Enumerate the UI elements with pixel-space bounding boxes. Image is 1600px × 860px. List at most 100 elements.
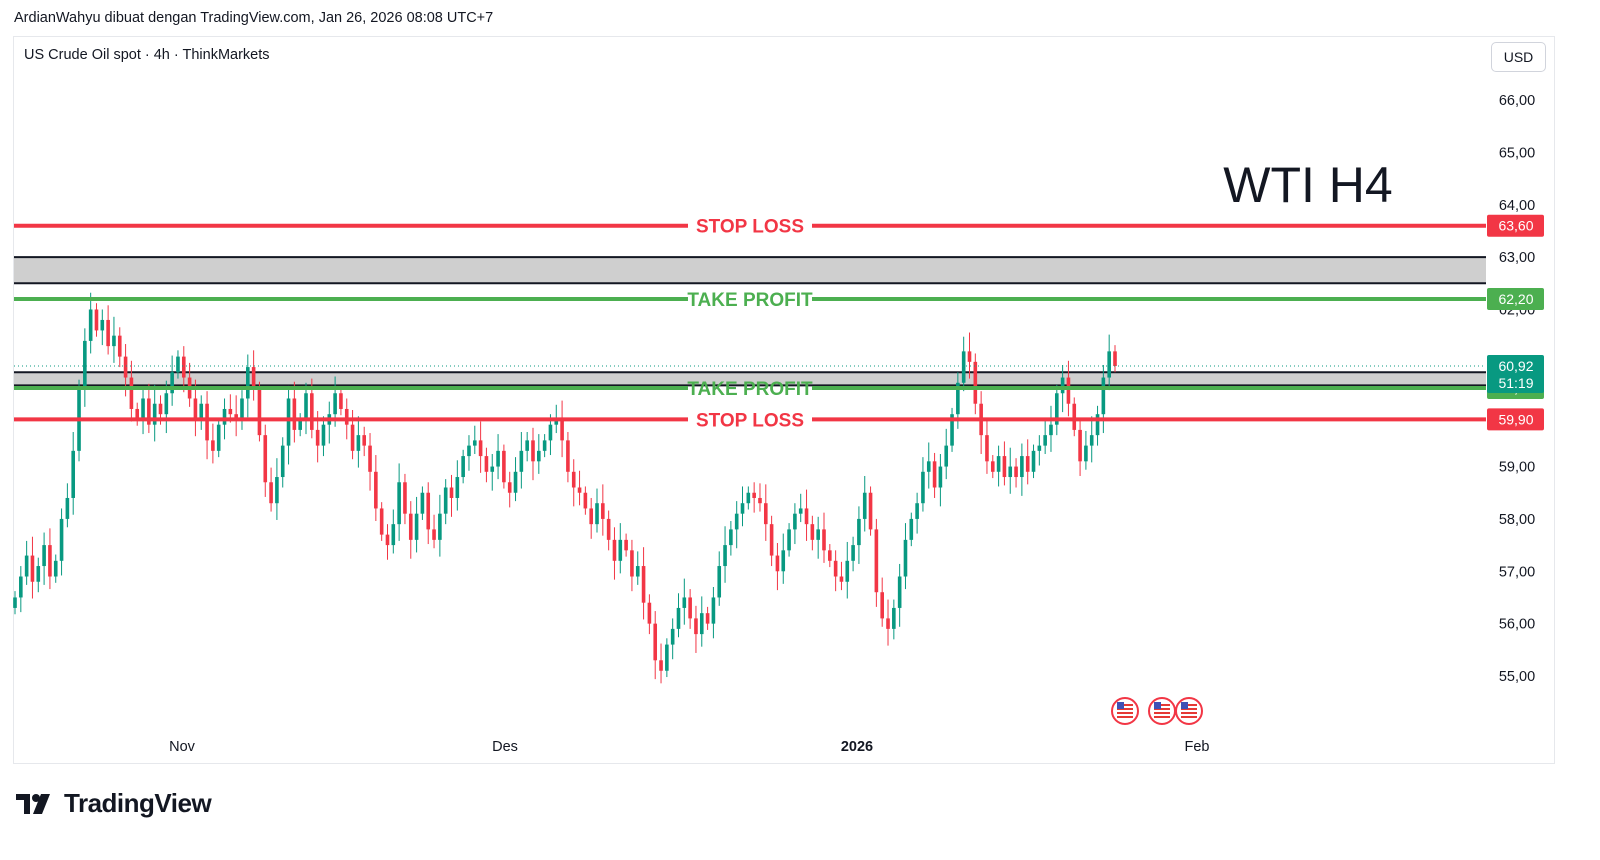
candle-body: [734, 513, 739, 530]
candle-body: [112, 335, 116, 347]
candle-body: [816, 529, 820, 540]
candle: [478, 421, 483, 473]
candle-body: [397, 482, 401, 525]
candle-body: [659, 660, 663, 671]
candle-body: [641, 566, 646, 603]
chart-panel[interactable]: [13, 36, 1555, 764]
flag-ring: [1111, 697, 1139, 725]
candle: [973, 353, 978, 415]
chart-attribution: ArdianWahyu dibuat dengan TradingView.co…: [14, 10, 494, 26]
candle: [583, 486, 588, 515]
candle-body: [822, 529, 826, 551]
candle: [566, 432, 570, 483]
candle: [961, 336, 966, 392]
candle-body: [467, 445, 471, 457]
candle-body: [717, 566, 722, 598]
candle: [53, 554, 58, 583]
candle-body: [443, 487, 448, 514]
y-tick-label: 63,00: [1499, 250, 1535, 266]
candle: [798, 493, 803, 523]
candle-body: [851, 545, 855, 561]
candle: [368, 433, 372, 491]
candle: [944, 428, 949, 480]
y-tick-label: 56,00: [1499, 617, 1535, 633]
last-price-value: 60,92: [1498, 358, 1533, 374]
candle: [263, 424, 268, 497]
candle-body: [990, 461, 995, 472]
candle-body: [117, 335, 122, 357]
price-zones: [14, 256, 1486, 387]
candle-body: [1101, 377, 1106, 415]
candle: [1037, 435, 1042, 466]
candle: [187, 362, 192, 407]
candle: [502, 444, 506, 489]
candle: [892, 599, 896, 640]
tradingview-logo-icon: [16, 793, 50, 814]
candle-body: [915, 503, 919, 519]
candle-body: [310, 393, 314, 430]
candle: [1014, 458, 1018, 488]
flag-stripe: [1117, 712, 1133, 714]
candle-body: [635, 566, 640, 577]
candle: [781, 533, 786, 584]
candle: [141, 388, 145, 435]
flag-stripe: [1181, 716, 1197, 718]
candle: [734, 501, 739, 549]
candle: [1078, 419, 1082, 476]
candle-body: [740, 503, 745, 514]
us-flag-icon[interactable]: [1175, 697, 1203, 725]
candle-body: [595, 503, 599, 525]
bar-countdown: 51:19: [1498, 375, 1533, 391]
candle: [286, 385, 291, 465]
candle: [83, 328, 87, 407]
candle-body: [973, 361, 978, 404]
candle-body: [845, 560, 850, 582]
candle-body: [711, 597, 716, 624]
candle-body: [1037, 445, 1042, 451]
candle-body: [478, 440, 483, 457]
candle: [88, 292, 93, 354]
candle: [152, 384, 157, 442]
currency-button[interactable]: USD: [1491, 42, 1546, 72]
candle-body: [193, 398, 198, 420]
candle-body: [158, 403, 163, 415]
candle-body: [461, 456, 465, 478]
candle: [467, 435, 471, 471]
candle: [775, 543, 780, 591]
candle: [717, 551, 722, 606]
candle-body: [1072, 403, 1077, 430]
candle-body: [438, 513, 442, 540]
candle: [275, 458, 279, 520]
symbol-info[interactable]: US Crude Oil spot · 4h · ThinkMarkets: [24, 47, 270, 63]
candle: [839, 561, 844, 591]
candle: [822, 512, 826, 563]
price-tag: 62,20: [1487, 288, 1544, 311]
candle-body: [1031, 450, 1036, 472]
candle-body: [1060, 377, 1065, 394]
footer-brand[interactable]: TradingView: [16, 788, 212, 819]
candle-body: [135, 408, 140, 420]
candle-body: [775, 555, 780, 572]
candle: [1020, 443, 1024, 496]
candle: [420, 486, 425, 520]
candle: [595, 488, 599, 533]
candle: [65, 483, 70, 528]
candle: [490, 453, 495, 491]
candle-body: [705, 613, 710, 624]
flag-stripe: [1154, 708, 1170, 710]
candle: [711, 586, 716, 639]
candle: [926, 442, 931, 489]
flag-stripe: [1154, 704, 1170, 706]
price-tag-label: 63,60: [1498, 218, 1533, 234]
candle: [618, 523, 623, 574]
candle: [176, 350, 180, 379]
candle-body: [13, 597, 17, 608]
us-flag-icon[interactable]: [1111, 697, 1139, 725]
candle: [676, 593, 681, 638]
candle: [915, 492, 919, 534]
price-zone: [14, 257, 1486, 284]
y-tick-label: 57,00: [1499, 564, 1535, 580]
candle: [449, 474, 454, 517]
us-flag-icon[interactable]: [1148, 697, 1176, 725]
